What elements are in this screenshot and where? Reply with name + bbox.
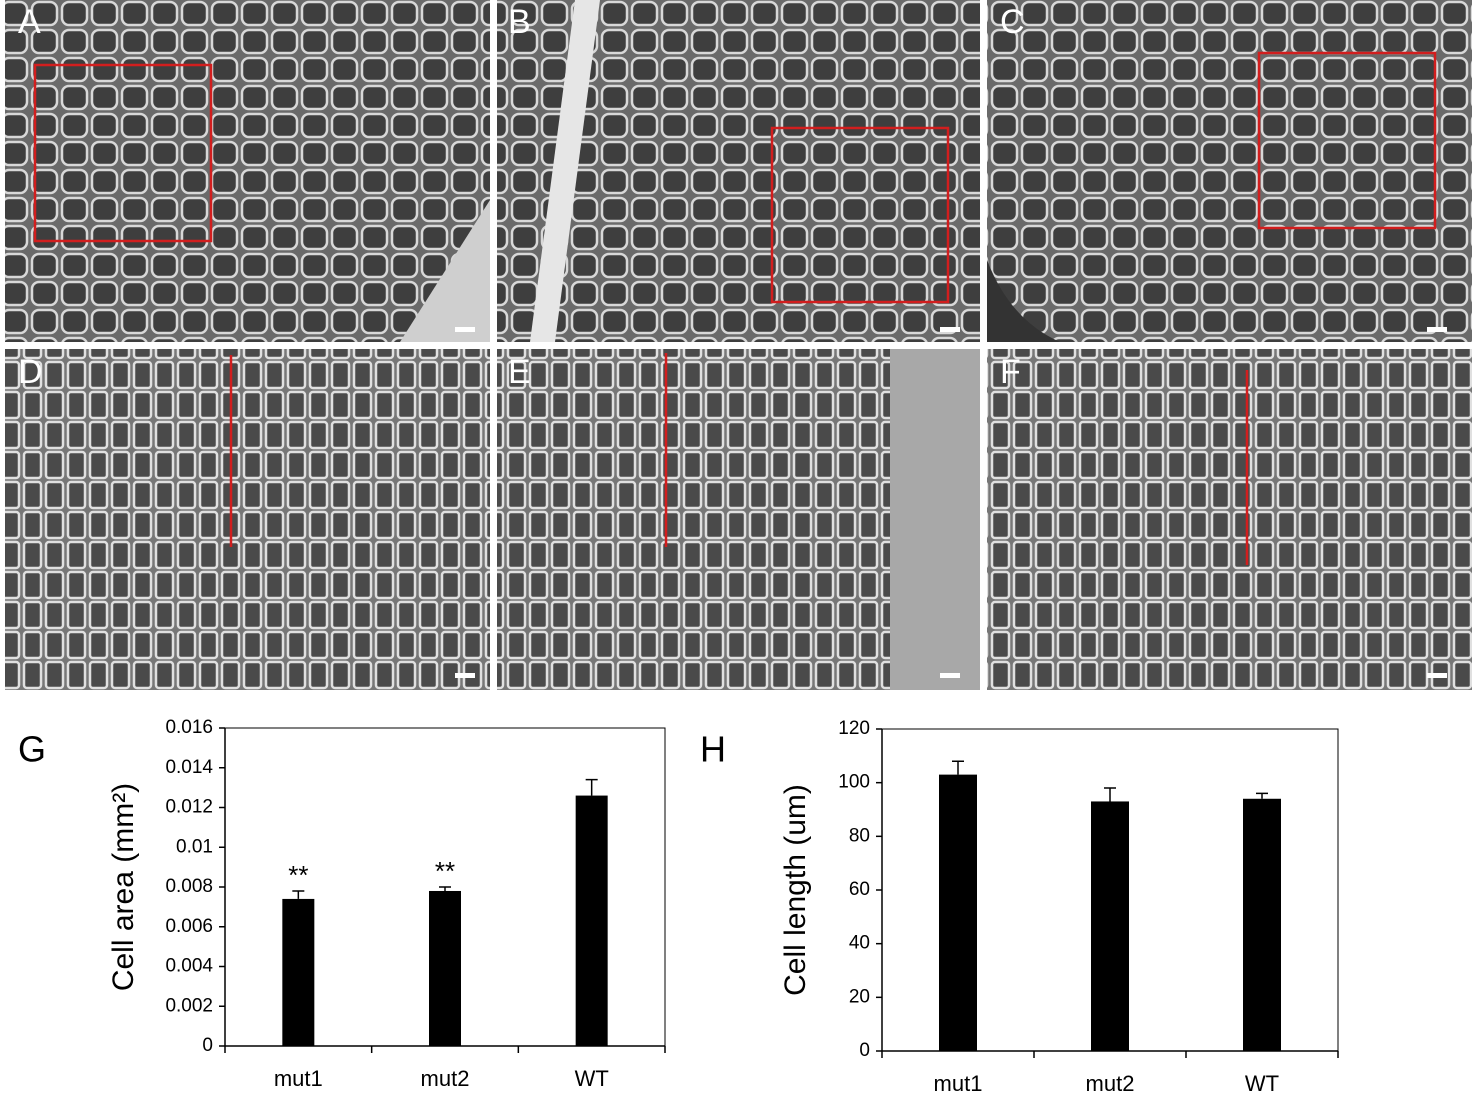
error-bar <box>292 890 305 899</box>
y-tick-label: 80 <box>849 825 870 846</box>
micrograph <box>987 0 1472 342</box>
panel-label: C <box>1000 3 1025 41</box>
zoom-box <box>1257 51 1437 230</box>
bar <box>1243 798 1281 1051</box>
y-tick-label: 0.01 <box>176 836 213 857</box>
bar <box>282 898 315 1046</box>
error-bar <box>585 778 598 796</box>
micrographs: A B C D E F <box>5 0 1472 690</box>
bar <box>575 795 608 1046</box>
x-tick-label: mut2 <box>1086 1071 1135 1096</box>
scale-bar <box>1427 327 1447 332</box>
panel-label: H <box>700 729 726 770</box>
panel-label: D <box>18 353 43 391</box>
scale-bar <box>1427 673 1447 678</box>
y-tick-label: 0.014 <box>165 757 213 778</box>
significance-label: ** <box>435 856 455 886</box>
y-tick-label: 100 <box>838 772 870 793</box>
micrograph <box>5 349 490 690</box>
error-bar <box>439 886 451 891</box>
y-tick-label: 0.008 <box>165 876 213 897</box>
bar <box>429 890 461 1046</box>
bar <box>939 774 977 1051</box>
micrograph <box>987 349 1472 690</box>
significance-label: ** <box>288 860 308 890</box>
y-tick-label: 0.002 <box>165 995 213 1016</box>
error-bar <box>1256 792 1268 799</box>
x-tick-label: mut1 <box>274 1066 323 1091</box>
y-tick-label: 120 <box>838 718 870 739</box>
tissue-edge <box>400 200 490 342</box>
tissue-edge <box>530 0 600 342</box>
panel-label: E <box>508 353 531 391</box>
panel-label: G <box>18 729 46 770</box>
x-tick-label: mut2 <box>421 1066 470 1091</box>
y-tick-label: 0.016 <box>165 717 213 738</box>
y-axis-label: Cell length (um) <box>779 784 812 996</box>
micrograph <box>5 0 490 342</box>
y-tick-label: 40 <box>849 933 870 954</box>
y-tick-label: 0 <box>202 1035 213 1056</box>
x-tick-label: mut1 <box>934 1071 983 1096</box>
error-bar <box>1104 787 1116 802</box>
y-tick-label: 60 <box>849 879 870 900</box>
y-tick-label: 0.006 <box>165 916 213 937</box>
scale-bar <box>940 673 960 678</box>
y-tick-label: 20 <box>849 986 870 1007</box>
x-tick-label: WT <box>575 1066 609 1091</box>
y-tick-label: 0.004 <box>165 956 213 977</box>
zoom-box <box>770 126 950 304</box>
scale-bar <box>455 673 475 678</box>
scale-bar <box>455 327 475 332</box>
panel-label: B <box>508 3 531 41</box>
y-tick-label: 0 <box>859 1040 870 1061</box>
tissue-edge <box>987 260 1060 342</box>
scale-bar <box>940 327 960 332</box>
panel-label: F <box>1000 353 1021 391</box>
error-bar <box>952 760 964 775</box>
panel-label: A <box>18 3 41 41</box>
x-tick-label: WT <box>1245 1071 1279 1096</box>
zoom-box <box>33 63 213 243</box>
tissue-edge <box>890 349 980 690</box>
bar <box>1091 801 1129 1051</box>
y-axis-label: Cell area (mm²) <box>107 783 140 991</box>
y-tick-label: 0.012 <box>165 797 213 818</box>
